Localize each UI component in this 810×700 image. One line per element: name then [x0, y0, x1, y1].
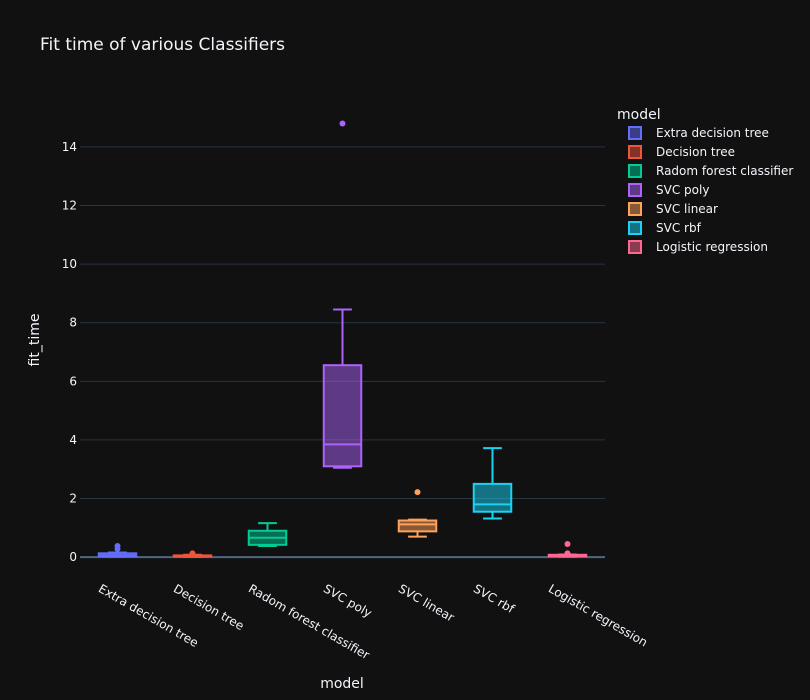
x-axis-title: model: [320, 676, 364, 692]
box-svc-linear: [397, 489, 438, 538]
box-radom-forest-classifier: [247, 522, 288, 548]
x-tick-label: SVC rbf: [471, 581, 517, 616]
outlier-point: [564, 550, 571, 557]
legend-swatch: [628, 126, 642, 140]
box-series: [97, 120, 588, 558]
legend-label: SVC poly: [656, 183, 709, 197]
outlier-point: [414, 489, 421, 496]
y-tick-label: 0: [69, 550, 77, 564]
box-svc-rbf: [472, 447, 513, 520]
y-tick-labels: 0 2 4 6 8 10 12 14: [62, 140, 77, 564]
x-tick-label: Decision tree: [171, 581, 246, 633]
y-tick-label: 4: [69, 433, 77, 447]
legend-item-radom-forest-classifier[interactable]: Radom forest classifier: [628, 164, 793, 178]
y-tick-label: 6: [69, 374, 77, 388]
legend-label: Logistic regression: [656, 240, 768, 254]
y-tick-label: 8: [69, 316, 77, 330]
y-tick-label: 12: [62, 198, 77, 212]
y-axis-title: fit_time: [27, 314, 43, 367]
legend-swatch: [628, 145, 642, 159]
iqr-box: [472, 482, 513, 513]
box-decision-tree: [172, 550, 213, 558]
legend-label: Decision tree: [656, 145, 735, 159]
outlier-point: [189, 550, 196, 557]
legend-swatch: [628, 202, 642, 216]
iqr-box: [397, 519, 438, 533]
legend-item-extra-decision-tree[interactable]: Extra decision tree: [628, 126, 769, 140]
box-extra-decision-tree: [97, 543, 138, 558]
legend-swatch: [628, 240, 642, 254]
outlier-point: [114, 543, 121, 550]
box-logistic-regression: [547, 540, 588, 558]
legend-label: SVC linear: [656, 202, 718, 216]
legend-item-svc-linear[interactable]: SVC linear: [628, 202, 718, 216]
x-tick-label: SVC poly: [321, 581, 374, 620]
x-tick-label: Logistic regression: [546, 581, 650, 649]
legend-swatch: [628, 221, 642, 235]
legend-item-decision-tree[interactable]: Decision tree: [628, 145, 735, 159]
y-tick-label: 2: [69, 492, 77, 506]
y-tick-label: 10: [62, 257, 77, 271]
legend-item-svc-rbf[interactable]: SVC rbf: [628, 221, 702, 235]
legend-item-logistic-regression[interactable]: Logistic regression: [628, 240, 768, 254]
legend-label: Extra decision tree: [656, 126, 769, 140]
outlier-point: [339, 120, 346, 127]
x-tick-label: SVC linear: [396, 581, 457, 624]
legend[interactable]: model Extra decision tree Decision tree Ra…: [617, 107, 793, 254]
legend-item-svc-poly[interactable]: SVC poly: [628, 183, 709, 197]
box-svc-poly: [322, 120, 363, 469]
chart-title: Fit time of various Classifiers: [40, 35, 285, 55]
legend-title: model: [617, 107, 661, 123]
y-tick-label: 14: [62, 140, 77, 154]
legend-label: Radom forest classifier: [656, 164, 793, 178]
legend-swatch: [628, 164, 642, 178]
legend-swatch: [628, 183, 642, 197]
legend-label: SVC rbf: [656, 221, 702, 235]
outlier-point: [564, 540, 571, 547]
iqr-box: [322, 364, 363, 468]
x-tick-label: Radom forest classifier: [246, 581, 372, 662]
